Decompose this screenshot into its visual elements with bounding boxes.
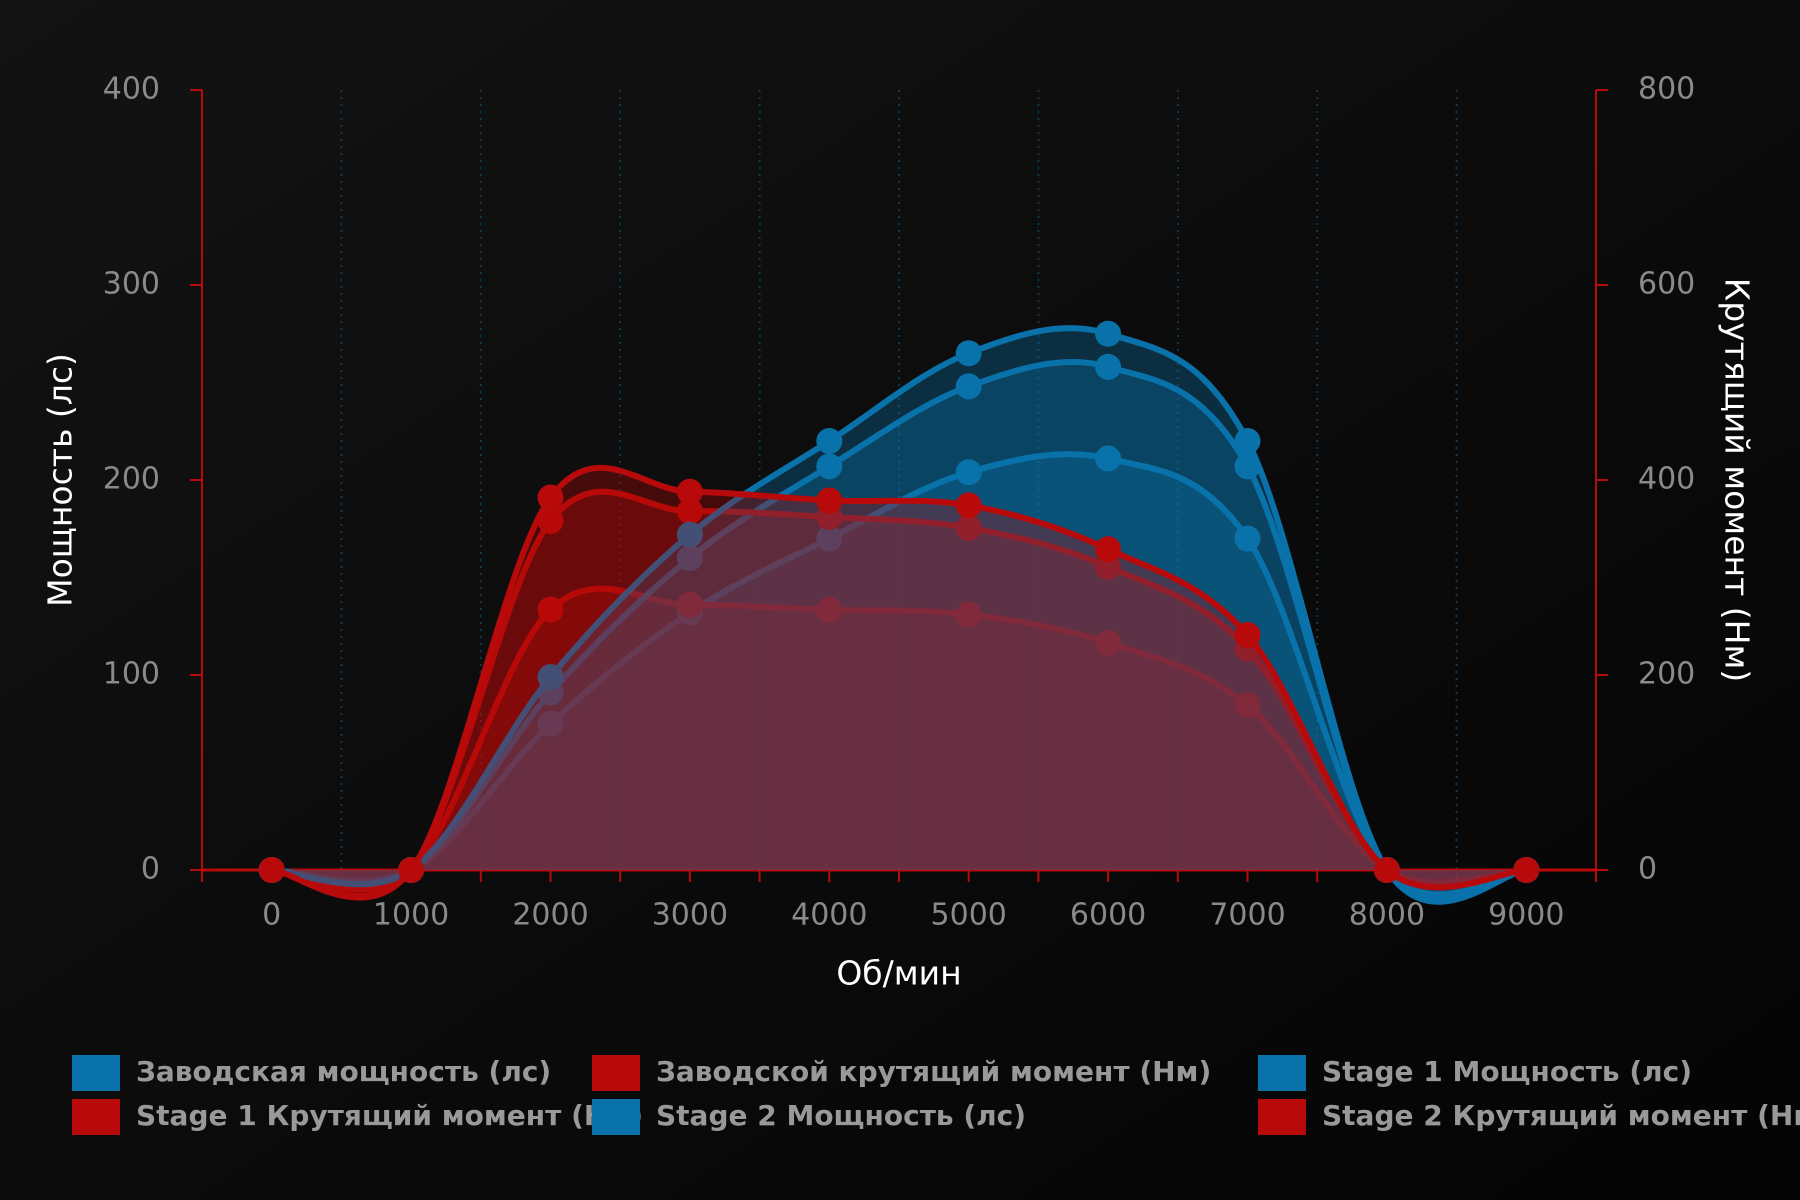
x-tick-label: 0 bbox=[262, 898, 281, 933]
x-tick-label: 9000 bbox=[1488, 898, 1564, 933]
area bbox=[271, 588, 1527, 890]
legend-label: Заводской крутящий момент (Нм) bbox=[656, 1055, 1211, 1088]
y2-tick-label: 0 bbox=[1638, 852, 1657, 887]
y-tick-label: 100 bbox=[103, 657, 160, 692]
point bbox=[1373, 857, 1400, 883]
line bbox=[271, 325, 1527, 905]
y2-tick-label: 800 bbox=[1638, 72, 1695, 107]
legend-label: Stage 2 Мощность (лс) bbox=[656, 1099, 1026, 1132]
point bbox=[1513, 857, 1540, 883]
area bbox=[271, 467, 1527, 898]
point bbox=[676, 545, 703, 571]
point bbox=[537, 596, 564, 623]
point bbox=[398, 857, 425, 883]
y2-tick-label: 600 bbox=[1638, 267, 1695, 302]
point bbox=[816, 487, 843, 514]
point bbox=[955, 492, 982, 519]
point bbox=[537, 663, 564, 690]
x-tick-label: 6000 bbox=[1070, 898, 1146, 933]
x-tick-label: 8000 bbox=[1349, 898, 1425, 933]
point bbox=[1095, 353, 1122, 380]
legend-swatch bbox=[592, 1099, 640, 1135]
area bbox=[271, 361, 1527, 900]
point bbox=[955, 514, 982, 541]
y-tick-label: 200 bbox=[103, 462, 160, 497]
x-tick-label: 2000 bbox=[512, 898, 588, 933]
legend-swatch bbox=[592, 1055, 640, 1091]
area bbox=[271, 491, 1527, 896]
point bbox=[537, 484, 564, 511]
x-tick-label: 5000 bbox=[931, 898, 1007, 933]
legend-label: Заводская мощность (лс) bbox=[136, 1055, 551, 1088]
line bbox=[271, 451, 1527, 898]
legend-swatch bbox=[1258, 1099, 1306, 1135]
x-tick-label: 7000 bbox=[1209, 898, 1285, 933]
point bbox=[1234, 692, 1261, 719]
point bbox=[258, 857, 285, 883]
point bbox=[955, 601, 982, 628]
y2-axis-title: Крутящий момент (Нм) bbox=[1718, 278, 1757, 682]
legend-label: Stage 1 Мощность (лс) bbox=[1322, 1055, 1692, 1088]
x-tick-label: 4000 bbox=[791, 898, 867, 933]
point bbox=[816, 596, 843, 623]
y-tick-label: 0 bbox=[141, 852, 160, 887]
point bbox=[537, 710, 564, 737]
point bbox=[816, 525, 843, 552]
x-tick-label: 1000 bbox=[373, 898, 449, 933]
point bbox=[1095, 445, 1122, 472]
y2-tick-label: 400 bbox=[1638, 462, 1695, 497]
line bbox=[271, 464, 1527, 901]
legend-swatch bbox=[1258, 1055, 1306, 1091]
x-tick-label: 3000 bbox=[652, 898, 728, 933]
point bbox=[1095, 536, 1122, 563]
point bbox=[1234, 525, 1261, 552]
point bbox=[955, 373, 982, 400]
y2-tick-label: 200 bbox=[1638, 657, 1695, 692]
x-axis-title: Об/мин bbox=[836, 954, 961, 993]
legend-label: Stage 1 Крутящий момент (Нм) bbox=[136, 1099, 643, 1132]
point bbox=[1234, 428, 1261, 454]
point bbox=[955, 340, 982, 367]
point bbox=[537, 507, 564, 534]
point bbox=[1095, 320, 1122, 347]
point bbox=[676, 521, 703, 548]
legend-label: Stage 2 Крутящий момент (Нм) bbox=[1322, 1099, 1800, 1132]
point bbox=[1234, 622, 1261, 649]
y-axis-title: Мощность (лс) bbox=[41, 353, 80, 607]
legend-swatch bbox=[72, 1099, 120, 1135]
y-tick-label: 300 bbox=[103, 267, 160, 302]
point bbox=[816, 453, 843, 480]
point bbox=[676, 591, 703, 618]
area bbox=[271, 328, 1527, 902]
line bbox=[271, 585, 1527, 893]
point bbox=[1095, 629, 1122, 656]
point bbox=[676, 478, 703, 505]
point bbox=[676, 498, 703, 525]
legend-swatch bbox=[72, 1055, 120, 1091]
y-tick-label: 400 bbox=[103, 72, 160, 107]
area bbox=[271, 454, 1527, 895]
point bbox=[955, 459, 982, 486]
point bbox=[816, 428, 843, 454]
